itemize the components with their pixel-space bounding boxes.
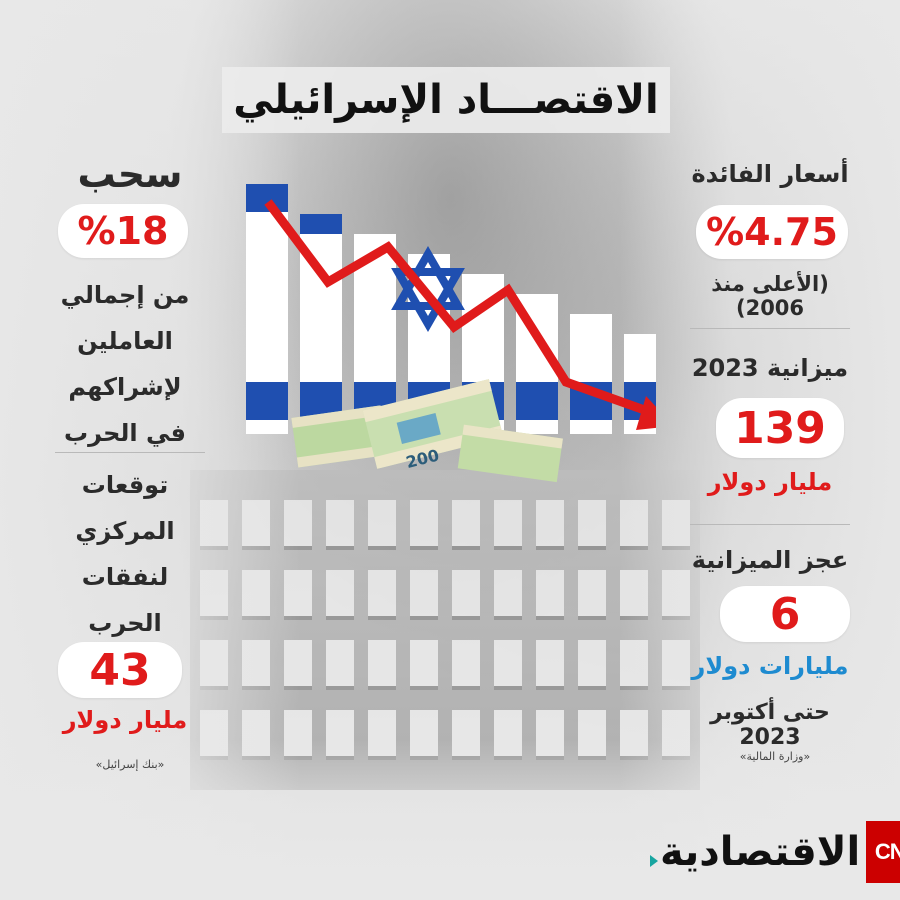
deficit-label: عجز الميزانية <box>691 546 849 574</box>
interest-value: %4.75 <box>706 210 838 254</box>
interest-label: أسعار الفائدة <box>691 160 849 188</box>
cnn-business-logo: الاقتصادية CNN <box>650 821 900 883</box>
expectation-line: المركزي <box>75 517 175 545</box>
expectation-line: لنفقات <box>81 563 169 591</box>
divider <box>55 452 205 453</box>
withdrawal-label: سحب <box>77 152 183 196</box>
deficit-source: «وزارة المالية» <box>739 750 811 763</box>
title-box: الاقتصـــاد الإسرائيلي <box>222 67 670 133</box>
deficit-unit-block: مليارات دولار <box>690 652 850 680</box>
budget-value-pill: 139 <box>716 398 844 458</box>
expectation-source: «بنك إسرائيل» <box>95 758 165 771</box>
expectation-unit-block: مليار دولار <box>45 706 205 734</box>
budget-label-block: ميزانية 2023 <box>690 354 850 382</box>
expectation-source-block: «بنك إسرائيل» <box>55 758 205 771</box>
expectation-unit: مليار دولار <box>62 706 188 734</box>
decline-arrow <box>264 199 656 419</box>
expectation-line: توقعات <box>81 471 169 499</box>
deficit-value-pill: 6 <box>720 586 850 642</box>
page-title: الاقتصـــاد الإسرائيلي <box>233 77 659 123</box>
divider <box>690 328 850 329</box>
expectation-label-block: توقعات المركزي لنفقات الحرب <box>50 462 200 646</box>
expectation-line: الحرب <box>88 609 162 637</box>
withdrawal-desc-block: من إجمالي العاملين لإشراكهم في الحرب <box>50 272 200 456</box>
expectation-value: 43 <box>89 644 151 696</box>
budget-unit-block: مليار دولار <box>690 468 850 496</box>
budget-unit: مليار دولار <box>707 468 833 496</box>
withdrawal-desc-line: العاملين <box>77 327 173 355</box>
interest-label-block: أسعار الفائدة <box>690 160 850 188</box>
withdrawal-label-block: سحب <box>55 152 205 196</box>
deficit-label-block: عجز الميزانية <box>690 546 850 574</box>
budget-label: ميزانية 2023 <box>691 354 849 382</box>
flag-bars-decline-illustration <box>246 184 656 434</box>
withdrawal-desc-line: من إجمالي <box>60 281 190 309</box>
divider <box>690 524 850 525</box>
flag-bars <box>246 184 656 434</box>
budget-value: 139 <box>734 402 826 454</box>
deficit-note: حتى أكتوبر 2023 <box>710 700 830 750</box>
cnn-logo-icon: CNN <box>866 821 900 883</box>
withdrawal-value-pill: %18 <box>58 204 188 258</box>
banknotes-icon: 200 <box>291 379 563 483</box>
withdrawal-value: %18 <box>77 209 169 253</box>
deficit-note-block: حتى أكتوبر 2023 <box>680 700 860 750</box>
logo-word: الاقتصادية <box>660 829 861 875</box>
logo-accent-icon <box>650 855 658 867</box>
interest-note: (الأعلى منذ 2006) <box>711 272 829 320</box>
interest-value-pill: %4.75 <box>696 205 848 259</box>
withdrawal-desc-line: لإشراكهم <box>68 373 182 401</box>
arrow-head-icon <box>636 396 656 430</box>
deficit-unit: مليارات دولار <box>691 652 849 680</box>
withdrawal-desc-line: في الحرب <box>64 419 186 447</box>
interest-note-block: (الأعلى منذ 2006) <box>680 272 860 320</box>
expectation-value-pill: 43 <box>58 642 182 698</box>
deficit-source-block: «وزارة المالية» <box>700 750 850 763</box>
deficit-value: 6 <box>769 588 801 640</box>
bottom-fade-overlay <box>0 740 900 900</box>
